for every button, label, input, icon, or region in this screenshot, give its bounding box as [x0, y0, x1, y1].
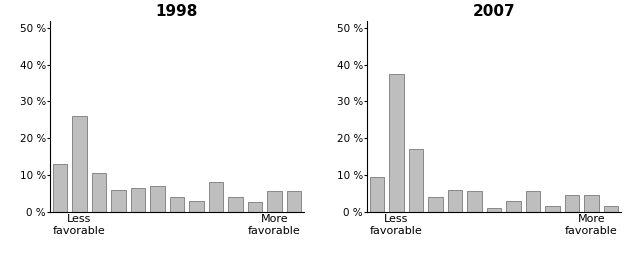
Title: 1998: 1998: [155, 4, 198, 19]
Bar: [72, 116, 87, 212]
Bar: [467, 191, 482, 212]
Bar: [584, 195, 599, 212]
Title: 2007: 2007: [473, 4, 515, 19]
Bar: [448, 190, 462, 212]
Bar: [409, 149, 423, 212]
Bar: [487, 208, 501, 212]
Bar: [506, 200, 521, 212]
Bar: [267, 191, 282, 212]
Bar: [111, 190, 126, 212]
Bar: [428, 197, 443, 212]
Bar: [189, 200, 204, 212]
Bar: [604, 206, 618, 212]
Bar: [565, 195, 579, 212]
Bar: [150, 186, 165, 212]
Bar: [525, 191, 540, 212]
Bar: [92, 173, 106, 212]
Bar: [209, 182, 223, 212]
Bar: [369, 177, 384, 212]
Bar: [228, 197, 243, 212]
Bar: [53, 164, 67, 212]
Bar: [170, 197, 184, 212]
Bar: [545, 206, 560, 212]
Bar: [248, 202, 262, 212]
Bar: [130, 188, 145, 212]
Bar: [287, 191, 302, 212]
Bar: [389, 74, 404, 212]
